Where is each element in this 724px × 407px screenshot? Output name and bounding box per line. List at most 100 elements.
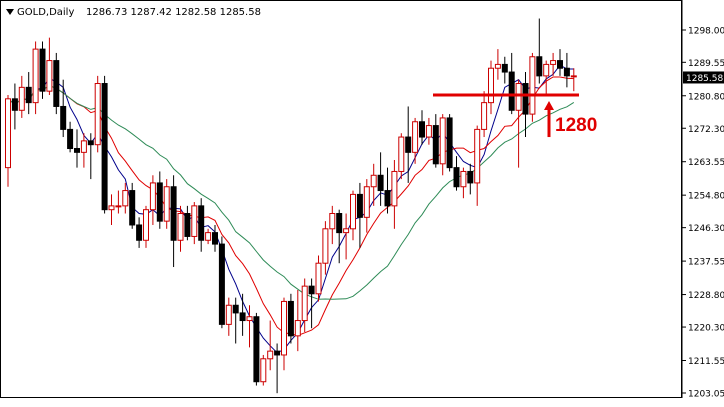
candle-body [101,83,108,211]
bullish-candle [315,255,322,302]
candle-body [432,125,439,165]
candle-body [60,105,67,130]
price-tick-label: 1211.55 [688,357,724,367]
candle-body [474,128,481,184]
bearish-candle [522,72,529,138]
bullish-candle [294,289,301,352]
candle-body [218,243,225,325]
bearish-candle [557,49,563,76]
candle-body [336,213,343,234]
price-tick-label: 1220.30 [688,324,724,334]
candle-body [53,60,60,107]
bullish-candle [370,163,377,206]
bullish-candle [494,49,501,80]
bearish-candle [356,182,363,248]
candle-body [529,56,536,115]
bearish-candle [287,293,294,344]
bearish-candle [384,167,391,214]
candle-body [363,186,370,218]
price-tick-label: 1280.80 [688,92,724,102]
candle-body [232,304,239,314]
candle-body [287,300,294,337]
symbol-label: GOLD,Daily [17,7,74,18]
bearish-candle [274,343,281,394]
candle-body [191,205,198,237]
candle-body [156,182,163,222]
candle-body [467,170,474,184]
price-tick-label: 1289.55 [688,59,724,69]
candle-body [136,224,143,241]
candle-body [343,228,350,234]
candle-body [80,140,87,153]
candle-body [32,48,39,104]
candle-body [5,98,11,169]
candle-body [398,136,405,172]
bullish-candle [474,125,481,206]
bullish-candle [488,60,494,115]
candle-body [129,190,136,226]
bullish-candle [281,297,287,371]
bullish-candle [267,320,274,371]
candle-body [67,128,74,150]
candle-body [163,186,170,222]
bullish-candle [460,167,467,199]
candle-body [501,63,508,73]
candle-body [149,182,156,211]
bullish-candle [205,228,212,245]
candle-body [508,71,515,111]
bearish-candle [136,217,143,248]
price-tick-label: 1272.30 [688,125,724,135]
bearish-candle [53,52,60,115]
bearish-candle [156,171,163,229]
candle-body [225,304,232,325]
price-tick-label: 1263.55 [688,158,724,168]
level-1280-label: 1280 [555,115,597,136]
bullish-candle [570,68,577,92]
candle-body [377,174,384,192]
bearish-candle [74,129,80,168]
bullish-candle [550,52,557,76]
bearish-candle [25,72,32,115]
bullish-candle [322,221,329,275]
candle-body [260,358,267,383]
bullish-candle [143,205,149,248]
bullish-candle [301,278,308,333]
bullish-candle [529,52,536,122]
candle-body [536,56,543,77]
bullish-candle [425,117,432,145]
bearish-candle [453,156,460,191]
candle-body [384,190,391,207]
up-arrow-icon [544,100,554,110]
candle-body [274,350,281,356]
candle-body [87,140,94,146]
candle-body [115,205,122,208]
bullish-candle [260,354,267,386]
bearish-candle [508,52,515,115]
candle-body [39,48,46,92]
bearish-candle [536,18,543,84]
candle-body [122,190,129,207]
candle-body [488,67,494,104]
price-tick-label: 1237.55 [688,258,724,268]
candle-body [74,148,80,153]
candle-body [494,63,501,69]
chart-menu-triangle-icon[interactable] [6,9,14,15]
level-annotation [433,93,579,138]
bearish-candle [253,312,260,386]
candle-body [405,136,412,153]
bullish-candle [329,205,336,245]
candle-body [246,316,253,322]
bullish-candle [543,60,550,95]
candle-body [350,193,356,230]
candle-body [557,60,563,69]
bullish-candle [391,159,398,229]
bearish-candle [218,236,225,329]
candle-body [425,125,432,138]
candle-body [281,300,287,356]
bullish-candle [225,297,232,336]
candle-body [184,213,191,237]
bullish-candle [94,75,101,153]
candle-body [143,209,149,241]
